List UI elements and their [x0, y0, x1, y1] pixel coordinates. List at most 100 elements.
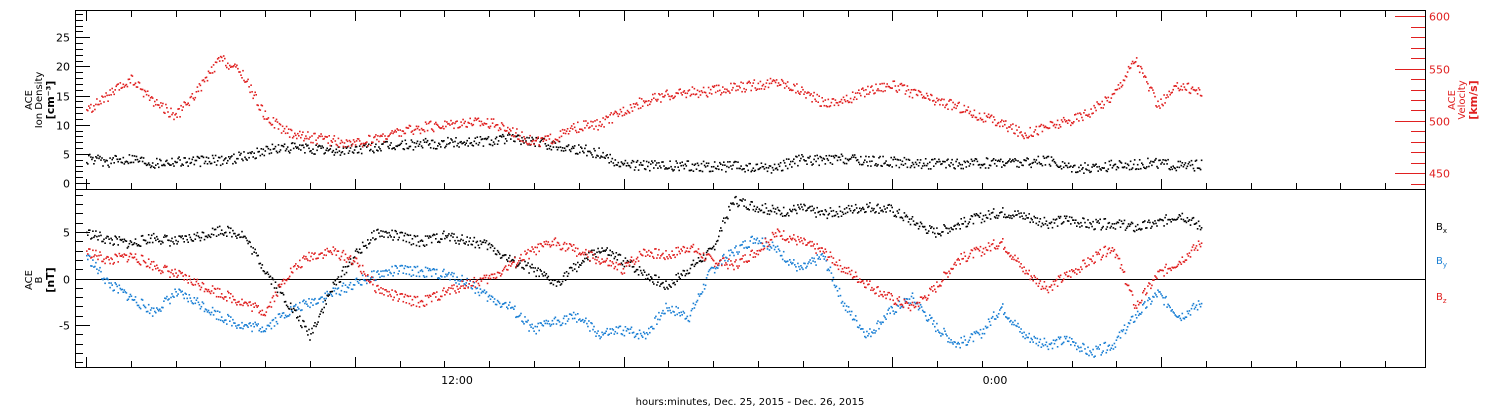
by-point	[691, 308, 694, 310]
velocity-point	[432, 130, 435, 133]
by-point	[517, 316, 519, 318]
by-point	[197, 301, 200, 304]
bz-point	[425, 303, 428, 306]
by-point	[1142, 304, 1144, 306]
ion-density-point	[700, 162, 703, 165]
bz-point	[137, 261, 140, 263]
ion-density-point	[480, 138, 483, 141]
by-point	[1028, 332, 1030, 335]
bx-point	[92, 230, 94, 232]
ion-density-point	[415, 142, 418, 145]
velocity-point	[1042, 124, 1045, 127]
bx-point	[1046, 224, 1049, 227]
by-point	[563, 315, 566, 317]
bx-point	[964, 220, 967, 223]
bx-point	[742, 198, 744, 200]
by-point	[1040, 346, 1043, 348]
ion-density-point	[1054, 162, 1057, 164]
by-point	[1138, 312, 1141, 315]
ion-density-point	[341, 151, 344, 153]
velocity-point	[667, 93, 669, 96]
by-point	[895, 311, 898, 313]
ion-density-point	[1120, 162, 1123, 164]
by-point	[136, 304, 139, 307]
bx-point	[1157, 219, 1159, 222]
by-point	[743, 247, 745, 249]
ion-density-point	[814, 155, 816, 157]
by-point	[361, 274, 364, 277]
bz-point	[268, 305, 271, 308]
velocity-point	[292, 135, 295, 138]
bz-point	[280, 283, 283, 286]
bz-point	[520, 253, 522, 256]
bz-point	[90, 257, 92, 259]
bx-point	[321, 308, 323, 311]
bx-point	[1186, 217, 1189, 219]
bx-point	[1098, 222, 1100, 224]
bx-point	[181, 235, 183, 237]
velocity-point	[543, 138, 546, 141]
bx-point	[987, 210, 990, 212]
bx-point	[180, 236, 182, 239]
ion-density-point	[882, 155, 884, 158]
bz-point	[415, 305, 418, 308]
velocity-point	[1156, 106, 1158, 108]
bz-point	[201, 281, 204, 284]
ion-density-point	[463, 141, 465, 143]
bx-point	[816, 206, 818, 209]
ion-density-point	[482, 145, 485, 147]
velocity-point	[489, 125, 492, 128]
bx-point	[143, 239, 146, 242]
velocity-point	[194, 96, 197, 99]
by-point	[593, 325, 595, 328]
ion-density-point	[771, 166, 774, 169]
bx-point	[1125, 227, 1128, 229]
by-point	[285, 316, 288, 318]
by-point	[451, 271, 453, 274]
ion-density-point	[793, 158, 795, 160]
velocity-point	[785, 85, 788, 88]
bx-point	[417, 241, 420, 243]
velocity-point	[322, 138, 324, 140]
bx-point	[1199, 228, 1202, 231]
by-point	[988, 320, 991, 323]
bx-point	[320, 310, 322, 313]
by-point	[665, 302, 667, 305]
bx-point	[290, 308, 293, 311]
bx-point	[494, 253, 497, 255]
velocity-point	[152, 105, 155, 107]
ion-density-point	[431, 139, 434, 142]
ion-density-point	[111, 158, 113, 161]
by-point	[441, 275, 443, 278]
by-point	[1043, 337, 1046, 340]
ion-density-point	[309, 150, 311, 153]
by-point	[796, 270, 798, 272]
by-point	[95, 261, 97, 264]
ion-density-point	[1050, 156, 1053, 158]
bx-point	[676, 280, 678, 282]
bx-point	[1100, 228, 1102, 231]
by-point	[912, 297, 915, 299]
by-point	[493, 298, 496, 300]
velocity-point	[419, 132, 422, 135]
velocity-point	[538, 144, 540, 146]
ion-density-point	[476, 136, 479, 138]
bx-point	[368, 243, 370, 245]
velocity-point	[422, 129, 425, 131]
ion-density-point	[906, 166, 909, 169]
ion-density-point	[686, 160, 689, 162]
ion-density-point	[1155, 157, 1157, 160]
ion-density-point	[191, 158, 194, 161]
bx-point	[1111, 223, 1114, 225]
ion-density-point	[769, 165, 772, 167]
by-point	[853, 318, 856, 321]
velocity-point	[638, 97, 641, 99]
velocity-point	[130, 74, 133, 77]
ion-density-point	[248, 156, 250, 159]
velocity-point	[943, 98, 945, 101]
by-point	[499, 306, 502, 308]
bz-point	[514, 256, 516, 259]
by-point	[973, 331, 976, 333]
ion-density-point	[114, 154, 116, 157]
bz-point	[384, 289, 386, 291]
